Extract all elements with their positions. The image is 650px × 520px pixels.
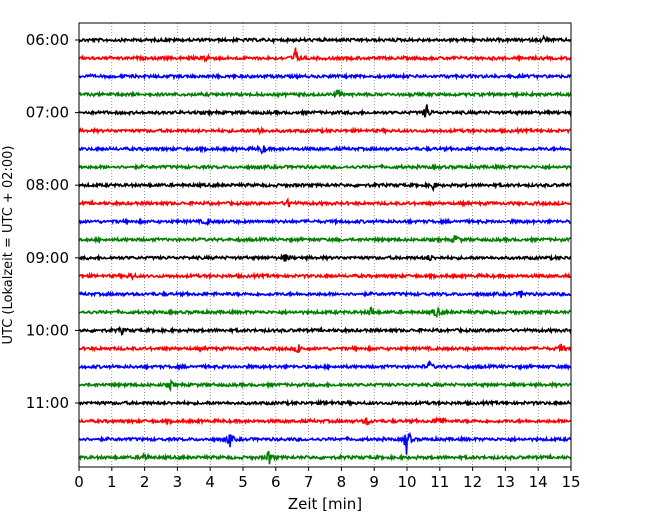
x-tick-label: 12 [463, 473, 482, 491]
y-tick-label: 07:00 [26, 104, 69, 122]
x-tick-label: 15 [561, 473, 580, 491]
x-tick-label: 10 [397, 473, 416, 491]
trace-lines [78, 34, 572, 465]
seismic-trace [78, 180, 572, 193]
x-tick-label: 4 [205, 473, 215, 491]
x-tick-label: 0 [74, 473, 84, 491]
seismic-trace [78, 450, 572, 465]
x-tick-label: 2 [140, 473, 150, 491]
x-tick-label: 8 [337, 473, 347, 491]
seismic-trace [78, 325, 572, 336]
seismic-trace [78, 271, 572, 282]
y-axis-title: UTC (Lokalzeit = UTC + 02:00) [1, 146, 16, 345]
seismic-trace [78, 71, 572, 81]
x-tick-label: 9 [369, 473, 379, 491]
x-tick-label: 7 [304, 473, 314, 491]
y-tick-label: 08:00 [26, 176, 69, 194]
seismic-trace [78, 415, 572, 426]
seismic-trace [78, 144, 572, 155]
seismic-trace [78, 398, 572, 408]
seismic-trace [78, 162, 572, 171]
seismic-trace [78, 47, 572, 63]
y-tick-label: 09:00 [26, 249, 69, 267]
y-axis-ticks: 06:00 07:00 08:00 09:00 10:00 11:00 [26, 31, 79, 412]
seismic-trace [78, 34, 572, 45]
x-tick-label: 14 [529, 473, 548, 491]
x-tick-label: 11 [430, 473, 449, 491]
x-tick-label: 1 [107, 473, 117, 491]
x-axis-ticks: 0 1 2 3 4 5 6 7 8 9 10 11 12 13 14 15 [74, 467, 581, 491]
y-tick-label: 06:00 [26, 31, 69, 49]
seismic-trace [78, 289, 572, 299]
seismic-trace [78, 431, 572, 455]
x-tick-label: 3 [173, 473, 183, 491]
x-tick-label: 6 [271, 473, 281, 491]
y-tick-label: 10:00 [26, 321, 69, 339]
seismic-trace [78, 378, 572, 393]
grid-lines [111, 23, 539, 467]
seismic-trace [78, 305, 572, 319]
x-tick-label: 5 [238, 473, 248, 491]
seismic-trace [78, 217, 572, 226]
seismic-trace [78, 343, 572, 354]
plot-frame [78, 22, 572, 468]
seismic-trace [78, 88, 572, 99]
x-axis-title: Zeit [min] [288, 495, 362, 513]
seismic-trace [78, 125, 572, 136]
seismic-trace [78, 197, 572, 208]
seismic-trace [78, 360, 572, 372]
seismic-trace [78, 235, 572, 245]
seismic-trace [78, 253, 572, 263]
x-tick-label: 13 [496, 473, 515, 491]
y-tick-label: 11:00 [26, 394, 69, 412]
seismic-trace [78, 104, 572, 118]
